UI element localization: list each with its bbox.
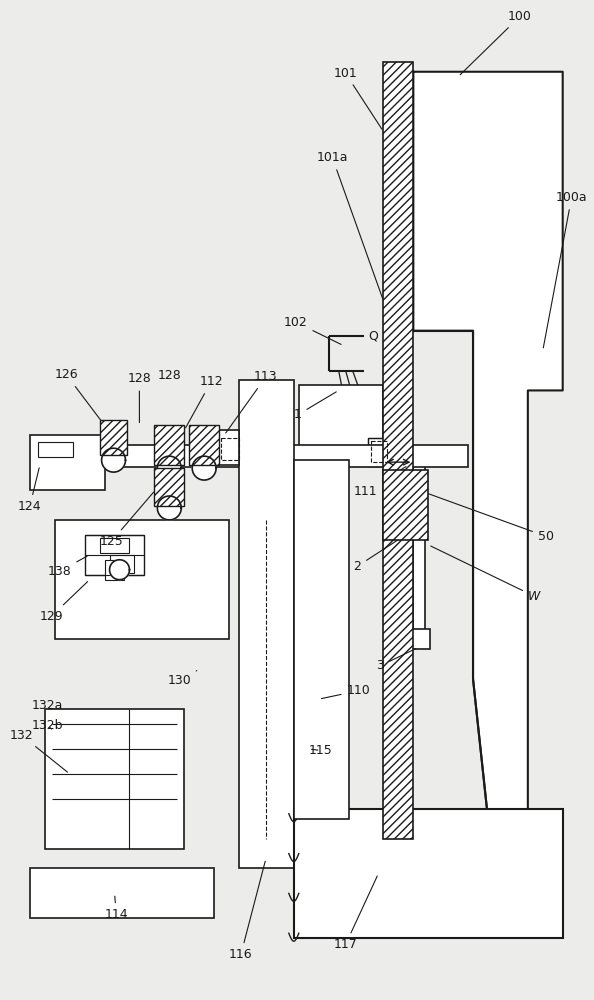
Text: 126: 126 <box>55 368 103 423</box>
Bar <box>413 460 425 634</box>
Text: 112: 112 <box>185 375 223 428</box>
Bar <box>384 62 413 839</box>
Bar <box>294 460 349 819</box>
Bar <box>221 438 239 460</box>
Bar <box>194 430 239 465</box>
Text: 132: 132 <box>10 729 68 772</box>
Text: 138: 138 <box>48 556 87 578</box>
Polygon shape <box>109 560 129 580</box>
Text: 130: 130 <box>168 671 197 687</box>
Text: Q: Q <box>368 329 378 342</box>
Text: 128: 128 <box>128 372 151 423</box>
Bar <box>368 438 390 466</box>
Bar <box>105 560 125 580</box>
Text: W: W <box>431 546 540 603</box>
Text: 3: 3 <box>377 649 416 672</box>
Bar <box>408 629 430 649</box>
Bar <box>55 520 229 639</box>
Text: 132b: 132b <box>32 719 64 732</box>
Text: 101: 101 <box>334 67 382 129</box>
Text: 102: 102 <box>284 316 341 344</box>
Text: 111: 111 <box>353 467 406 498</box>
Bar <box>85 535 144 575</box>
Bar <box>109 555 134 573</box>
Text: 132a: 132a <box>32 699 63 712</box>
Bar <box>239 380 294 868</box>
Bar <box>50 445 468 467</box>
Bar <box>100 420 128 455</box>
Polygon shape <box>413 72 563 819</box>
Polygon shape <box>192 456 216 480</box>
Polygon shape <box>157 496 181 520</box>
Text: 128: 128 <box>157 369 181 382</box>
Bar <box>371 441 387 462</box>
Text: 114: 114 <box>105 896 128 921</box>
Text: 124: 124 <box>18 468 42 513</box>
Bar <box>384 470 428 540</box>
Text: 50: 50 <box>421 491 554 543</box>
Bar <box>100 538 129 553</box>
Bar <box>189 425 219 465</box>
Bar <box>154 468 184 506</box>
Bar <box>368 438 390 466</box>
Polygon shape <box>102 448 125 472</box>
Bar <box>294 809 563 938</box>
Text: 100a: 100a <box>544 191 587 348</box>
Bar <box>45 709 184 849</box>
Text: 101a: 101a <box>317 151 383 298</box>
Text: 100: 100 <box>460 10 532 75</box>
Bar <box>154 425 184 465</box>
Text: 1: 1 <box>294 392 336 421</box>
Text: 113: 113 <box>226 370 277 433</box>
Polygon shape <box>157 456 181 480</box>
Text: 116: 116 <box>229 861 265 961</box>
Text: 110: 110 <box>321 684 370 699</box>
Text: 115: 115 <box>309 744 333 757</box>
Bar <box>299 385 384 450</box>
Text: 2: 2 <box>353 531 411 573</box>
Bar <box>38 442 72 457</box>
Bar <box>30 435 105 490</box>
Text: 129: 129 <box>40 582 88 623</box>
Text: 125: 125 <box>100 492 154 548</box>
Bar <box>30 868 214 918</box>
Text: 117: 117 <box>334 876 377 951</box>
